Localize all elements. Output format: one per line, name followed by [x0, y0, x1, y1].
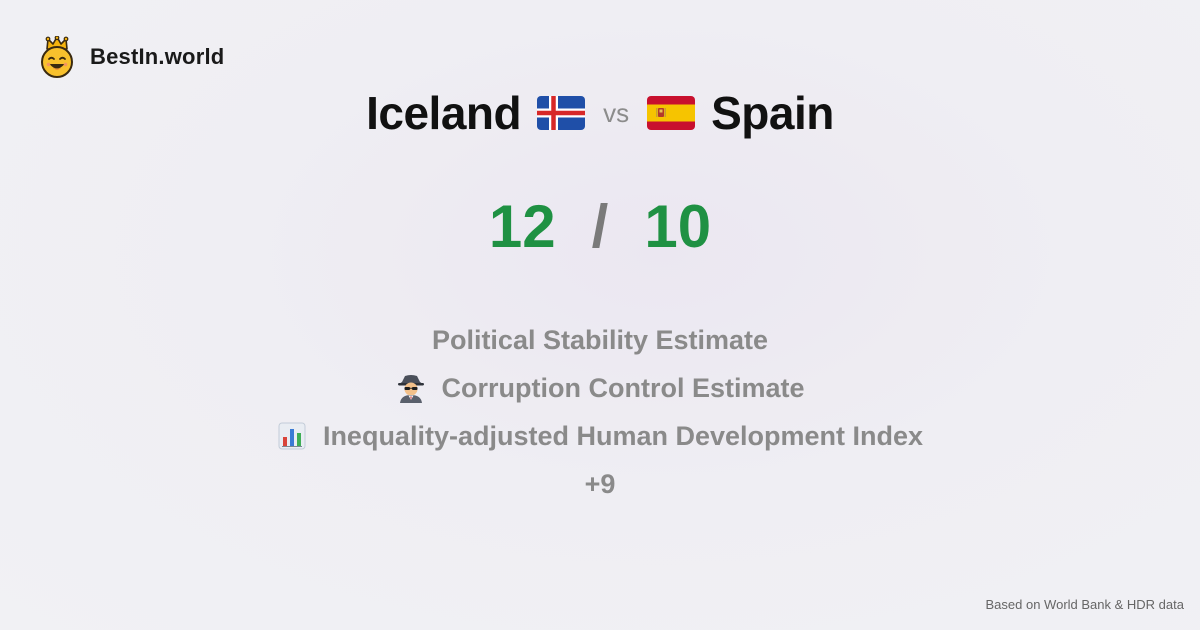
metric-label: Inequality-adjusted Human Development In… — [322, 420, 924, 451]
spy-icon — [397, 375, 424, 403]
left-country-name[interactable]: Iceland — [366, 87, 522, 139]
metric-ihdi: Inequality-adjusted Human Development In… — [277, 412, 923, 460]
metric-list: Political Stability Estimate Corruption … — [0, 316, 1200, 508]
bar-chart-icon — [278, 422, 306, 450]
data-source-note: Based on World Bank & HDR data — [985, 597, 1184, 612]
left-score: 12 — [488, 193, 556, 260]
vs-label: vs — [603, 97, 630, 128]
metric-political-stability: Political Stability Estimate — [432, 316, 768, 364]
iceland-flag-icon — [537, 96, 586, 130]
brand-name: BestIn.world — [90, 44, 225, 69]
spain-flag-icon — [647, 96, 696, 130]
metric-label: Political Stability Estimate — [431, 324, 769, 355]
comparison-title: Iceland vs Spain — [0, 86, 1200, 140]
crowned-smiley-icon — [41, 36, 73, 78]
score: 12 / 10 — [0, 192, 1200, 261]
brand[interactable]: BestIn.world — [38, 36, 224, 78]
score-separator: / — [591, 193, 609, 260]
more-metrics-count: +9 — [584, 468, 616, 499]
metric-label: Corruption Control Estimate — [441, 372, 805, 403]
right-score: 10 — [644, 193, 712, 260]
metric-corruption-control: Corruption Control Estimate — [396, 364, 805, 412]
right-country-name[interactable]: Spain — [711, 87, 834, 139]
